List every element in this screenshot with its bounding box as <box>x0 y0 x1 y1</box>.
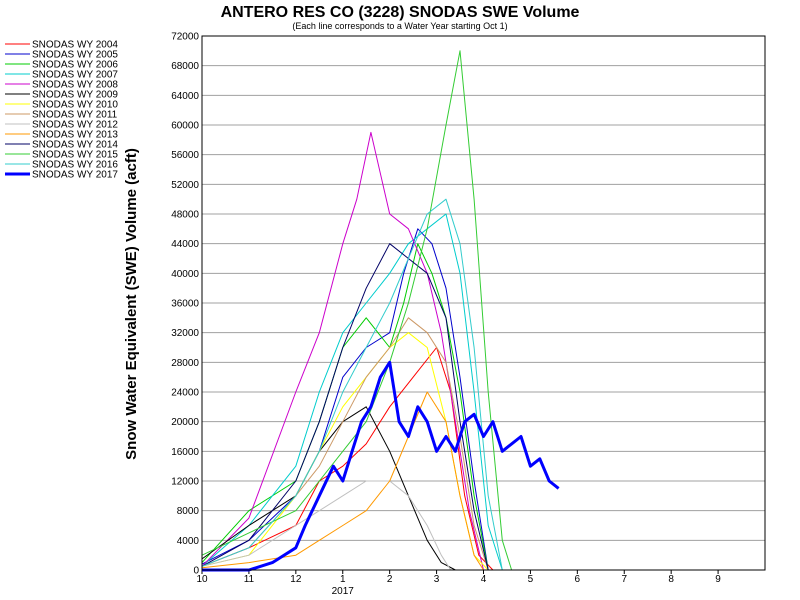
y-tick-label: 16000 <box>171 447 199 458</box>
x-tick-label: 10 <box>196 574 208 585</box>
y-tick-label: 8000 <box>177 506 200 517</box>
y-tick-label: 24000 <box>171 388 199 399</box>
y-tick-label: 20000 <box>171 417 199 428</box>
x-tick-label: 11 <box>244 574 255 585</box>
series-group <box>201 50 560 572</box>
y-axis: 0 4000 8000 12000 16000 20000 24000 28000 32000 3… <box>171 32 199 577</box>
chart-title: ANTERO RES CO (3228) SNODAS SWE Volume <box>221 4 580 21</box>
y-tick-label: 56000 <box>171 150 199 161</box>
series-line <box>201 213 503 571</box>
grid <box>202 35 765 571</box>
x-tick-label: 12 <box>290 574 302 585</box>
legend-label: SNODAS WY 2014 <box>32 140 118 151</box>
x-tick-label: 5 <box>528 574 534 585</box>
x-tick-label: 7 <box>621 574 627 585</box>
y-tick-label: 0 <box>193 566 199 577</box>
series-line <box>201 50 513 571</box>
legend-label: SNODAS WY 2017 <box>32 170 118 181</box>
legend-label: SNODAS WY 2009 <box>32 90 118 101</box>
series-line <box>201 480 452 571</box>
chart-subtitle: (Each line corresponds to a Water Year s… <box>292 21 507 31</box>
y-tick-label: 28000 <box>171 358 199 369</box>
legend-label: SNODAS WY 2005 <box>32 50 118 61</box>
x-tick-label: 4 <box>481 574 487 585</box>
x-tick-label: 9 <box>715 574 721 585</box>
series-line <box>201 198 503 571</box>
legend-label: SNODAS WY 2006 <box>32 60 118 71</box>
plot-frame <box>201 35 766 571</box>
series-line <box>202 360 560 572</box>
x-tick-label: 6 <box>575 574 581 585</box>
y-tick-label: 64000 <box>171 91 199 102</box>
legend-label: SNODAS WY 2010 <box>32 100 118 111</box>
series-line <box>201 391 484 571</box>
legend-label: SNODAS WY 2015 <box>32 150 118 161</box>
y-axis-label: Snow Water Equivalent (SWE) Volume (acft… <box>123 148 140 460</box>
x-tick-label: 2 <box>387 574 393 585</box>
legend-label: SNODAS WY 2013 <box>32 130 118 141</box>
y-tick-label: 72000 <box>171 32 199 43</box>
series-line <box>201 131 484 571</box>
legend-label: SNODAS WY 2016 <box>32 160 118 171</box>
series-line <box>201 228 489 571</box>
legend-label: SNODAS WY 2011 <box>32 110 118 121</box>
legend-label: SNODAS WY 2004 <box>32 40 118 51</box>
x-tick-label: 8 <box>668 574 674 585</box>
y-tick-label: 48000 <box>171 210 199 221</box>
x-tick-label: 3 <box>434 574 440 585</box>
series-line <box>201 243 489 571</box>
y-tick-label: 52000 <box>171 180 199 191</box>
legend-label: SNODAS WY 2007 <box>32 70 118 81</box>
y-tick-label: 44000 <box>171 239 199 250</box>
y-tick-label: 32000 <box>171 328 199 339</box>
y-tick-label: 40000 <box>171 269 199 280</box>
series-line <box>201 406 470 571</box>
y-tick-label: 36000 <box>171 299 199 310</box>
y-tick-label: 12000 <box>171 477 199 488</box>
legend-label: SNODAS WY 2012 <box>32 120 118 131</box>
y-tick-label: 68000 <box>171 61 199 72</box>
x-tick-label: 1 <box>340 574 346 585</box>
y-tick-label: 60000 <box>171 121 199 132</box>
legend-label: SNODAS WY 2008 <box>32 80 118 91</box>
y-tick-label: 4000 <box>177 536 200 547</box>
x-year-label: 2017 <box>332 586 355 597</box>
series-line <box>201 243 489 571</box>
